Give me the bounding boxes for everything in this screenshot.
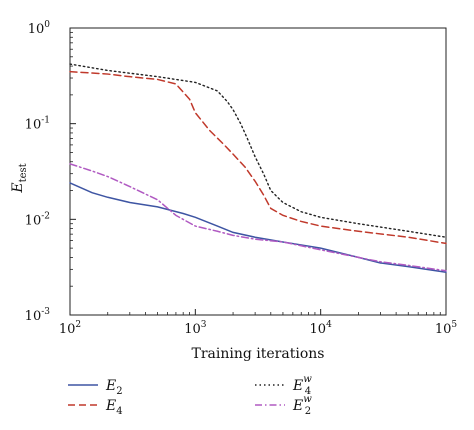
y-tick-label-exp: -1: [41, 116, 50, 126]
y-axis-title-base: E: [10, 182, 26, 193]
legend-item: Ew 2: [255, 394, 312, 417]
x-tick-label: 104: [310, 320, 333, 337]
legend-item: E2: [68, 378, 123, 397]
legend-label-sub: 2: [305, 406, 311, 417]
series-line-e-4: [69, 70, 447, 245]
x-tick-label-base: 10: [59, 322, 76, 337]
plot-frame: [69, 27, 447, 316]
legend-label-base: E: [292, 398, 303, 414]
x-axis-ticks: 102 103 104 105: [59, 309, 458, 337]
x-tick-label-exp: 4: [326, 320, 332, 330]
legend-label-sub: 4: [116, 406, 122, 417]
legend-label: Ew 2: [292, 394, 312, 417]
x-tick-label: 105: [435, 320, 458, 337]
legend-label-base: E: [105, 378, 116, 394]
legend-label-sup: w: [303, 374, 312, 385]
x-tick-label: 102: [59, 320, 81, 337]
series-line-e-4-w: [69, 63, 447, 238]
y-tick-label: 10-2: [25, 211, 50, 228]
x-tick-label: 103: [184, 320, 207, 337]
series-line-e-2: [69, 182, 447, 273]
y-tick-label-exp: -2: [41, 211, 50, 221]
x-tick-label-base: 10: [435, 322, 452, 337]
y-axis-title-sub: test: [18, 163, 29, 182]
y-axis-title: Etest: [10, 163, 29, 193]
x-tick-label-exp: 3: [201, 320, 207, 330]
series-line-e-2-w: [69, 163, 447, 272]
x-tick-label-exp: 5: [451, 320, 457, 330]
legend-label-base: E: [105, 398, 116, 414]
y-tick-label: 10-3: [25, 307, 51, 324]
legend-label-base: E: [292, 378, 303, 394]
legend-label: Ew 4: [292, 374, 312, 397]
x-axis-title: Training iterations: [192, 346, 325, 362]
x-tick-label-exp: 2: [75, 320, 81, 330]
y-tick-label-exp: 0: [44, 20, 50, 30]
legend-item: Ew 4: [255, 374, 312, 397]
y-tick-label: 10-1: [25, 116, 50, 133]
legend-item: E4: [68, 398, 123, 417]
y-tick-label-exp: -3: [41, 307, 50, 317]
legend-label-sub: 2: [116, 386, 122, 397]
series-layer: [69, 63, 447, 273]
x-tick-label-base: 10: [184, 322, 201, 337]
plot-border: [69, 27, 447, 316]
y-tick-label-base: 10: [28, 22, 45, 37]
legend-label: E2: [105, 378, 123, 397]
legend-label-sub: 4: [305, 386, 311, 397]
x-tick-label-base: 10: [310, 322, 327, 337]
y-tick-label: 100: [28, 20, 51, 37]
legend-label-sup: w: [303, 394, 312, 405]
y-tick-label-base: 10: [25, 309, 42, 324]
y-tick-label-base: 10: [25, 118, 42, 133]
legend-label: E4: [105, 398, 123, 417]
y-tick-label-base: 10: [25, 213, 42, 228]
